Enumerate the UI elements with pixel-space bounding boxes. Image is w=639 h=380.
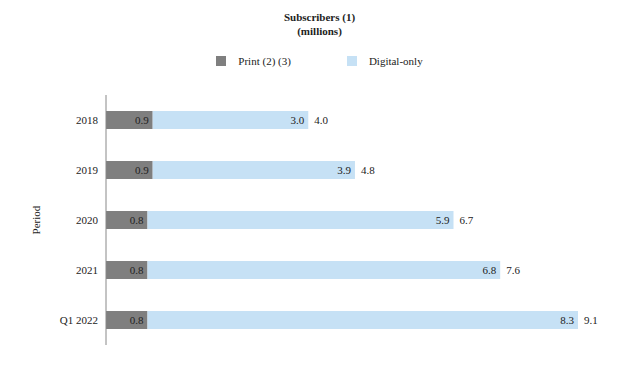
svg-text:Period: Period [30, 205, 42, 234]
svg-text:0.9: 0.9 [135, 164, 149, 176]
svg-text:6.8: 6.8 [482, 264, 496, 276]
html-text:Print (2) (3): Print (2) (3) [238, 55, 291, 67]
svg-text:0.8: 0.8 [130, 264, 144, 276]
svg-text:2021: 2021 [76, 264, 98, 276]
svg-text:0.9: 0.9 [135, 114, 149, 126]
svg-text:2020: 2020 [76, 214, 99, 226]
svg-text:4.8: 4.8 [361, 164, 375, 176]
svg-text:8.3: 8.3 [560, 314, 574, 326]
html-text:Digital-only: Digital-only [368, 55, 423, 67]
svg-text:0.8: 0.8 [130, 214, 144, 226]
svg-text:2018: 2018 [76, 114, 99, 126]
svg-text:4.0: 4.0 [314, 114, 328, 126]
svg-text:6.7: 6.7 [460, 214, 474, 226]
svg-text:9.1: 9.1 [584, 314, 598, 326]
svg-text:Q1 2022: Q1 2022 [60, 314, 98, 326]
svg-text:3.0: 3.0 [291, 114, 305, 126]
svg-text:7.6: 7.6 [506, 264, 520, 276]
svg-text:0.8: 0.8 [130, 314, 144, 326]
html-text:(millions): (millions) [297, 25, 342, 37]
html-text:Subscribers (1): Subscribers (1) [283, 11, 356, 23]
svg-text:5.9: 5.9 [436, 214, 450, 226]
svg-text:2019: 2019 [76, 164, 99, 176]
svg-text:3.9: 3.9 [337, 164, 351, 176]
